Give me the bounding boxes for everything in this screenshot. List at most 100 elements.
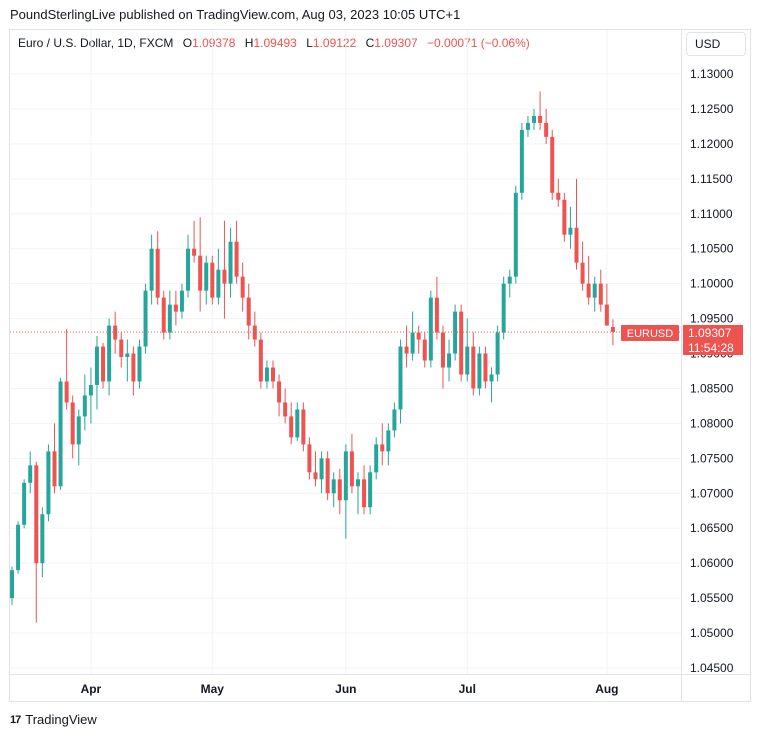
candle bbox=[137, 339, 142, 389]
candle bbox=[556, 178, 561, 207]
last-price-tag: EURUSD 1.09307 11:54:28 bbox=[621, 325, 743, 355]
candle-body bbox=[125, 353, 130, 358]
candle-body bbox=[604, 304, 609, 326]
candle bbox=[101, 343, 106, 389]
candle bbox=[125, 339, 130, 382]
candle-body bbox=[149, 248, 154, 291]
candle-body bbox=[46, 451, 51, 515]
price-tick-label: 1.08500 bbox=[690, 381, 734, 395]
symbol-label: Euro / U.S. Dollar, 1D, FXCM bbox=[18, 36, 174, 50]
candle bbox=[586, 255, 591, 305]
price-tick-label: 1.12000 bbox=[690, 137, 734, 151]
candle-body bbox=[519, 129, 524, 193]
time-axis: Apr May Jun Jul Aug bbox=[81, 682, 619, 696]
candle bbox=[392, 402, 397, 438]
candle bbox=[434, 276, 439, 340]
candle bbox=[289, 402, 294, 445]
candle bbox=[88, 367, 93, 424]
candle-body bbox=[568, 227, 573, 235]
candle bbox=[422, 332, 427, 368]
candle-body bbox=[459, 311, 464, 375]
candle bbox=[343, 444, 348, 539]
candle bbox=[398, 339, 403, 424]
candle bbox=[568, 206, 573, 249]
candle bbox=[234, 220, 239, 284]
candle bbox=[28, 451, 33, 494]
candle-body bbox=[283, 402, 288, 417]
candle bbox=[119, 332, 124, 368]
candle-body bbox=[94, 346, 99, 385]
candle bbox=[149, 234, 154, 305]
candle-body bbox=[507, 276, 512, 284]
candle-body bbox=[416, 332, 421, 340]
currency-button[interactable]: USD bbox=[686, 32, 746, 56]
candle-body bbox=[240, 276, 245, 298]
candle-body bbox=[319, 458, 324, 480]
candle bbox=[277, 374, 282, 417]
candle bbox=[52, 423, 57, 494]
candle-body bbox=[34, 465, 39, 564]
candle-body bbox=[368, 472, 373, 508]
candle-body bbox=[101, 346, 106, 382]
candle bbox=[22, 479, 27, 529]
price-tick-label: 1.06500 bbox=[690, 521, 734, 535]
candle bbox=[319, 451, 324, 494]
time-tick-label: May bbox=[201, 682, 225, 696]
candle-body bbox=[210, 262, 215, 298]
price-tag-value: 1.09307 bbox=[688, 326, 732, 340]
candle-body bbox=[234, 241, 239, 277]
candle-body bbox=[143, 290, 148, 347]
candle bbox=[34, 461, 39, 623]
candle-body bbox=[313, 472, 318, 480]
candle-body bbox=[192, 248, 197, 256]
candle bbox=[592, 276, 597, 312]
candle bbox=[355, 472, 360, 515]
candle bbox=[410, 311, 415, 361]
price-axis: 1.13000 1.12500 1.12000 1.11500 1.11000 1.105… bbox=[690, 67, 734, 675]
footer-brand[interactable]: TradingView bbox=[25, 712, 97, 727]
candle-body bbox=[58, 381, 63, 487]
time-tick-label: Jul bbox=[459, 682, 476, 696]
candle bbox=[46, 444, 51, 522]
candle-body bbox=[119, 339, 124, 358]
price-tick-label: 1.11500 bbox=[690, 172, 733, 186]
candle bbox=[240, 262, 245, 312]
candle bbox=[374, 437, 379, 480]
candle bbox=[70, 395, 75, 459]
candle bbox=[368, 465, 373, 515]
candle bbox=[64, 329, 69, 410]
publisher-line: PoundSterlingLive published on TradingVi… bbox=[10, 7, 461, 22]
candle bbox=[264, 360, 269, 389]
candle-body bbox=[592, 283, 597, 298]
candle-body bbox=[586, 283, 591, 298]
open-value: 1.09378 bbox=[192, 36, 236, 50]
candle bbox=[228, 227, 233, 298]
candle bbox=[179, 283, 184, 319]
candle bbox=[349, 433, 354, 494]
candle bbox=[489, 367, 494, 403]
candle bbox=[610, 319, 615, 346]
candle-body bbox=[264, 367, 269, 382]
candle bbox=[459, 304, 464, 382]
candle-body bbox=[289, 416, 294, 438]
low-key: L bbox=[306, 36, 313, 50]
candle bbox=[295, 402, 300, 441]
candle bbox=[550, 129, 555, 200]
candle-body bbox=[40, 514, 45, 564]
candle-body bbox=[216, 269, 221, 298]
price-tick-label: 1.09500 bbox=[690, 312, 734, 326]
candle-body bbox=[398, 346, 403, 410]
candle bbox=[465, 318, 470, 382]
price-tag-bg bbox=[683, 325, 743, 355]
candle-body bbox=[258, 339, 263, 382]
price-tick-label: 1.10500 bbox=[690, 242, 734, 256]
candle bbox=[501, 276, 506, 340]
price-tick-label: 1.06000 bbox=[690, 556, 734, 570]
candle-body bbox=[483, 353, 488, 382]
candle bbox=[271, 360, 276, 389]
candle-body bbox=[337, 479, 342, 501]
candle-body bbox=[186, 248, 191, 291]
candle-body bbox=[447, 353, 452, 368]
candle-body bbox=[574, 227, 579, 263]
